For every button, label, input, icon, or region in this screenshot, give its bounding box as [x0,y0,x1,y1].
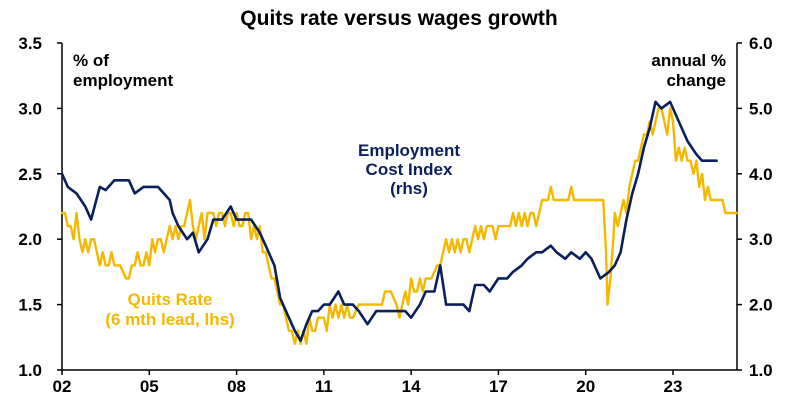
right-tick-label: 2.0 [749,296,773,315]
eci-series-line [60,100,718,342]
left-tick-label: 2.5 [18,165,42,184]
chart-title: Quits rate versus wages growth [240,7,557,30]
series-layer [60,100,739,345]
x-tick-label: 02 [53,377,72,396]
quits-label-line-2: (6 mth lead, lhs) [105,310,234,329]
eci-label-line-3: (rhs) [390,179,428,198]
x-tick-label: 23 [664,377,683,396]
left-tick-label: 1.0 [18,361,42,380]
left-tick-label: 1.5 [18,296,42,315]
left-tick-label: 2.0 [18,230,42,249]
left-axis-label-line-1: % of [73,51,109,70]
x-tick-label: 17 [489,377,508,396]
right-axis-label-line-1: annual % [651,51,726,70]
x-tick-label: 11 [315,377,333,396]
axes: 1.0 1.5 2.0 2.5 3.0 3.5 1.0 2.0 3.0 4.0 5.0 6.0 02 05… [18,34,772,396]
right-axis-label: annual % change [651,51,726,90]
quits-series-line [60,107,739,345]
left-axis-label-line-2: employment [73,71,173,90]
x-tick-label: 05 [140,377,159,396]
right-tick-label: 6.0 [749,34,773,53]
x-tick-label: 14 [402,377,421,396]
right-tick-label: 5.0 [749,99,773,118]
eci-label-line-2: Cost Index [366,160,453,179]
quits-label-line-1: Quits Rate [127,290,212,309]
quits-series-label: Quits Rate (6 mth lead, lhs) [105,290,234,329]
right-tick-label: 1.0 [749,361,773,380]
right-tick-label: 3.0 [749,230,773,249]
left-axis-label: % of employment [73,51,173,90]
left-tick-label: 3.0 [18,99,42,118]
x-tick-label: 08 [227,377,246,396]
eci-label-line-1: Employment [358,141,460,160]
right-axis-label-line-2: change [666,71,726,90]
x-tick-label: 20 [576,377,595,396]
left-tick-label: 3.5 [18,34,42,53]
right-tick-label: 4.0 [749,165,773,184]
eci-series-label: Employment Cost Index (rhs) [358,141,460,198]
